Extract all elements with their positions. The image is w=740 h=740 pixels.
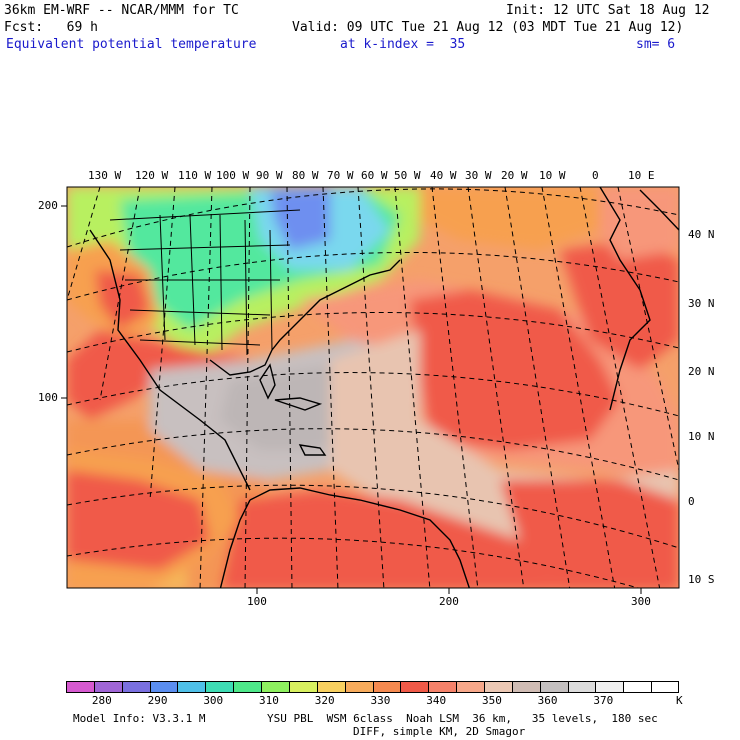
level-index: at k-index = 35 <box>340 37 466 52</box>
lon-label: 40 W <box>430 169 457 182</box>
lon-label: 10 W <box>539 169 566 182</box>
y-grid-label: 100 <box>38 391 58 404</box>
colorbar-swatch <box>233 681 262 693</box>
model-info: Model Info: V3.3.1 M <box>73 712 206 725</box>
x-grid-label: 200 <box>439 595 459 608</box>
lon-label: 130 W <box>88 169 122 182</box>
lon-label: 90 W <box>256 169 283 182</box>
colorbar-label: 370 <box>593 694 614 707</box>
lon-label: 100 W <box>216 169 250 182</box>
colorbar-swatch <box>344 681 373 693</box>
colorbar-swatch <box>66 681 94 693</box>
lat-label: 10 N <box>688 430 715 443</box>
lon-label: 50 W <box>394 169 421 182</box>
smoothing: sm= 6 <box>636 37 676 52</box>
physics-info: YSU PBL WSM 6class Noah LSM 36 km, 35 le… <box>267 712 658 725</box>
graticule <box>67 187 679 588</box>
field-name: Equivalent potential temperature <box>6 37 257 52</box>
colorbar-swatch <box>149 681 178 693</box>
lon-label: 30 W <box>465 169 492 182</box>
lon-label: 70 W <box>327 169 354 182</box>
lat-label: 20 N <box>688 365 715 378</box>
colorbar-swatch <box>261 681 290 693</box>
colorbar-label: 360 <box>537 694 558 707</box>
colorbar-label: 330 <box>370 694 391 707</box>
lon-label: 0 <box>592 169 599 182</box>
lat-label: 10 S <box>688 573 715 586</box>
x-grid-label: 100 <box>247 595 267 608</box>
x-grid-label: 300 <box>631 595 651 608</box>
lon-label: 120 W <box>135 169 169 182</box>
colorbar-label: 310 <box>259 694 279 707</box>
frame-ticks <box>61 205 642 594</box>
colorbar-label: 320 <box>314 694 335 707</box>
model-title: 36km EM-WRF -- NCAR/MMM for TC <box>4 3 239 18</box>
lat-label: 0 <box>688 495 695 508</box>
colorbar-label: 300 <box>203 694 224 707</box>
colorbar-swatch <box>121 681 150 693</box>
map-frame <box>66 186 680 589</box>
state-borders <box>109 209 301 356</box>
init-time: Init: 12 UTC Sat 18 Aug 12 <box>506 3 710 18</box>
colorbar-swatch <box>483 681 512 693</box>
colorbar-swatch <box>372 681 401 693</box>
colorbar-swatch <box>177 681 206 693</box>
colorbar-swatch <box>539 681 568 693</box>
colorbar-swatch <box>456 681 485 693</box>
lon-label: 110 W <box>178 169 212 182</box>
theta-e-field <box>67 187 679 588</box>
colorbar-swatch <box>623 681 652 693</box>
colorbar-swatch <box>316 681 345 693</box>
coastlines <box>89 187 679 588</box>
diffusion-info: DIFF, simple KM, 2D Smagor <box>353 725 526 738</box>
lon-label: 20 W <box>501 169 528 182</box>
colorbar-swatch <box>205 681 234 693</box>
colorbar-swatch <box>595 681 624 693</box>
colorbar-swatch <box>400 681 429 693</box>
valid-time: Valid: 09 UTC Tue 21 Aug 12 (03 MDT Tue … <box>292 20 684 35</box>
lat-label: 40 N <box>688 228 715 241</box>
colorbar-label: 290 <box>147 694 168 707</box>
colorbar-label: 280 <box>91 694 112 707</box>
colorbar-label: 350 <box>481 694 502 707</box>
colorbar-unit: K <box>676 694 683 707</box>
lon-label: 10 E <box>628 169 655 182</box>
colorbar-swatch <box>567 681 596 693</box>
lon-label: 60 W <box>361 169 388 182</box>
colorbar-swatch <box>288 681 317 693</box>
colorbar-swatch <box>93 681 122 693</box>
colorbar-label: 340 <box>426 694 447 707</box>
colorbar-swatch <box>651 681 680 693</box>
colorbar-swatch <box>428 681 457 693</box>
lat-label: 30 N <box>688 297 715 310</box>
colorbar-swatch <box>511 681 540 693</box>
y-grid-label: 200 <box>38 199 58 212</box>
forecast-hour: Fcst: 69 h <box>4 20 98 35</box>
lon-label: 80 W <box>292 169 319 182</box>
